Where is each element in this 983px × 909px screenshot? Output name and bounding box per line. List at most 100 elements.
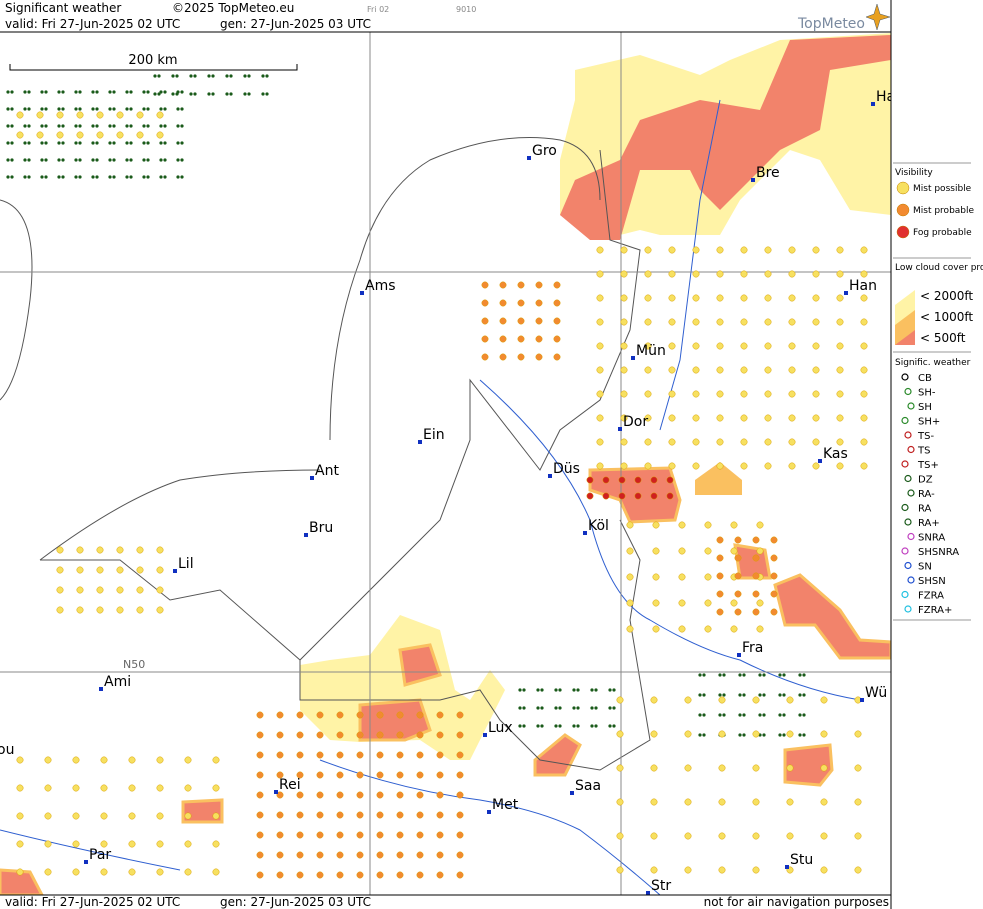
- mist-symbol: [716, 270, 724, 278]
- drizzle-symbol: [782, 713, 786, 717]
- mist-symbol: [626, 599, 634, 607]
- mist-symbol: [756, 599, 764, 607]
- mist-symbol: [336, 851, 344, 859]
- mist-symbol: [812, 438, 820, 446]
- drizzle-symbol: [27, 158, 31, 162]
- drizzle-symbol: [91, 141, 95, 145]
- mist-symbol: [76, 566, 84, 574]
- mist-symbol: [517, 335, 525, 343]
- mist-symbol: [788, 414, 796, 422]
- city-marker: [646, 891, 650, 895]
- drizzle-symbol: [23, 107, 27, 111]
- drizzle-symbol: [518, 706, 522, 710]
- drizzle-symbol: [61, 124, 65, 128]
- drizzle-symbol: [112, 107, 116, 111]
- mist-symbol: [276, 711, 284, 719]
- drizzle-symbol: [594, 706, 598, 710]
- mist-symbol: [596, 366, 604, 374]
- mist-symbol: [812, 366, 820, 374]
- drizzle-symbol: [742, 733, 746, 737]
- mist-symbol: [644, 366, 652, 374]
- mist-symbol: [812, 270, 820, 278]
- mist-symbol: [356, 831, 364, 839]
- mist-symbol: [376, 871, 384, 879]
- mist-symbol: [770, 608, 778, 616]
- drizzle-symbol: [175, 92, 179, 96]
- city-marker: [570, 791, 574, 795]
- mist-symbol: [436, 831, 444, 839]
- mist-symbol: [456, 871, 464, 879]
- drizzle-symbol: [23, 175, 27, 179]
- mist-symbol: [156, 756, 164, 764]
- mist-symbol: [436, 851, 444, 859]
- mist-symbol: [718, 866, 726, 874]
- mist-symbol: [276, 871, 284, 879]
- legend-label: SHSN: [918, 576, 946, 587]
- drizzle-symbol: [125, 141, 129, 145]
- drizzle-symbol: [142, 141, 146, 145]
- drizzle-symbol: [193, 74, 197, 78]
- fog-area: [181, 798, 224, 824]
- drizzle-symbol: [163, 124, 167, 128]
- mist-symbol: [730, 599, 738, 607]
- mist-symbol: [820, 696, 828, 704]
- mist-symbol: [376, 791, 384, 799]
- city-label: Wü: [865, 685, 887, 701]
- drizzle-symbol: [95, 124, 99, 128]
- mist-symbol: [668, 438, 676, 446]
- mist-symbol: [376, 811, 384, 819]
- mist-symbol: [44, 784, 52, 792]
- gen-time: gen: 27-Jun-2025 03 UTC: [220, 17, 371, 31]
- drizzle-symbol: [207, 74, 211, 78]
- mist-symbol: [788, 270, 796, 278]
- drizzle-symbol: [738, 733, 742, 737]
- drizzle-symbol: [23, 158, 27, 162]
- mist-symbol: [256, 831, 264, 839]
- mist-symbol: [76, 131, 84, 139]
- mist-symbol: [786, 730, 794, 738]
- legend-label: < 1000ft: [920, 310, 973, 324]
- mist-symbol: [752, 590, 760, 598]
- drizzle-symbol: [40, 90, 44, 94]
- mist-symbol: [296, 791, 304, 799]
- drizzle-symbol: [554, 724, 558, 728]
- drizzle-symbol: [44, 90, 48, 94]
- latitude-label: N50: [123, 658, 145, 671]
- mist-symbol: [812, 462, 820, 470]
- mist-symbol: [256, 851, 264, 859]
- drizzle-symbol: [802, 693, 806, 697]
- mist-symbol: [184, 756, 192, 764]
- drizzle-symbol: [91, 124, 95, 128]
- mist-symbol: [716, 572, 724, 580]
- drizzle-symbol: [6, 124, 10, 128]
- drizzle-symbol: [722, 673, 726, 677]
- drizzle-symbol: [176, 141, 180, 145]
- drizzle-symbol: [540, 688, 544, 692]
- mist-symbol: [212, 812, 220, 820]
- drizzle-symbol: [78, 141, 82, 145]
- drizzle-symbol: [176, 175, 180, 179]
- drizzle-symbol: [78, 90, 82, 94]
- city-marker: [274, 790, 278, 794]
- mist-symbol: [56, 606, 64, 614]
- mist-symbol: [836, 294, 844, 302]
- drizzle-symbol: [146, 124, 150, 128]
- mist-symbol: [770, 536, 778, 544]
- mist-symbol: [136, 131, 144, 139]
- drizzle-symbol: [95, 107, 99, 111]
- drizzle-symbol: [522, 688, 526, 692]
- drizzle-symbol: [171, 92, 175, 96]
- mist-symbol: [730, 625, 738, 633]
- mist-symbol: [56, 546, 64, 554]
- drizzle-symbol: [27, 124, 31, 128]
- drizzle-symbol: [108, 141, 112, 145]
- mist-symbol: [740, 414, 748, 422]
- mist-symbol: [620, 342, 628, 350]
- mist-symbol: [668, 318, 676, 326]
- mist-symbol: [416, 831, 424, 839]
- mist-symbol: [156, 131, 164, 139]
- drizzle-symbol: [738, 693, 742, 697]
- mist-symbol: [684, 696, 692, 704]
- drizzle-symbol: [57, 141, 61, 145]
- mist-symbol: [316, 731, 324, 739]
